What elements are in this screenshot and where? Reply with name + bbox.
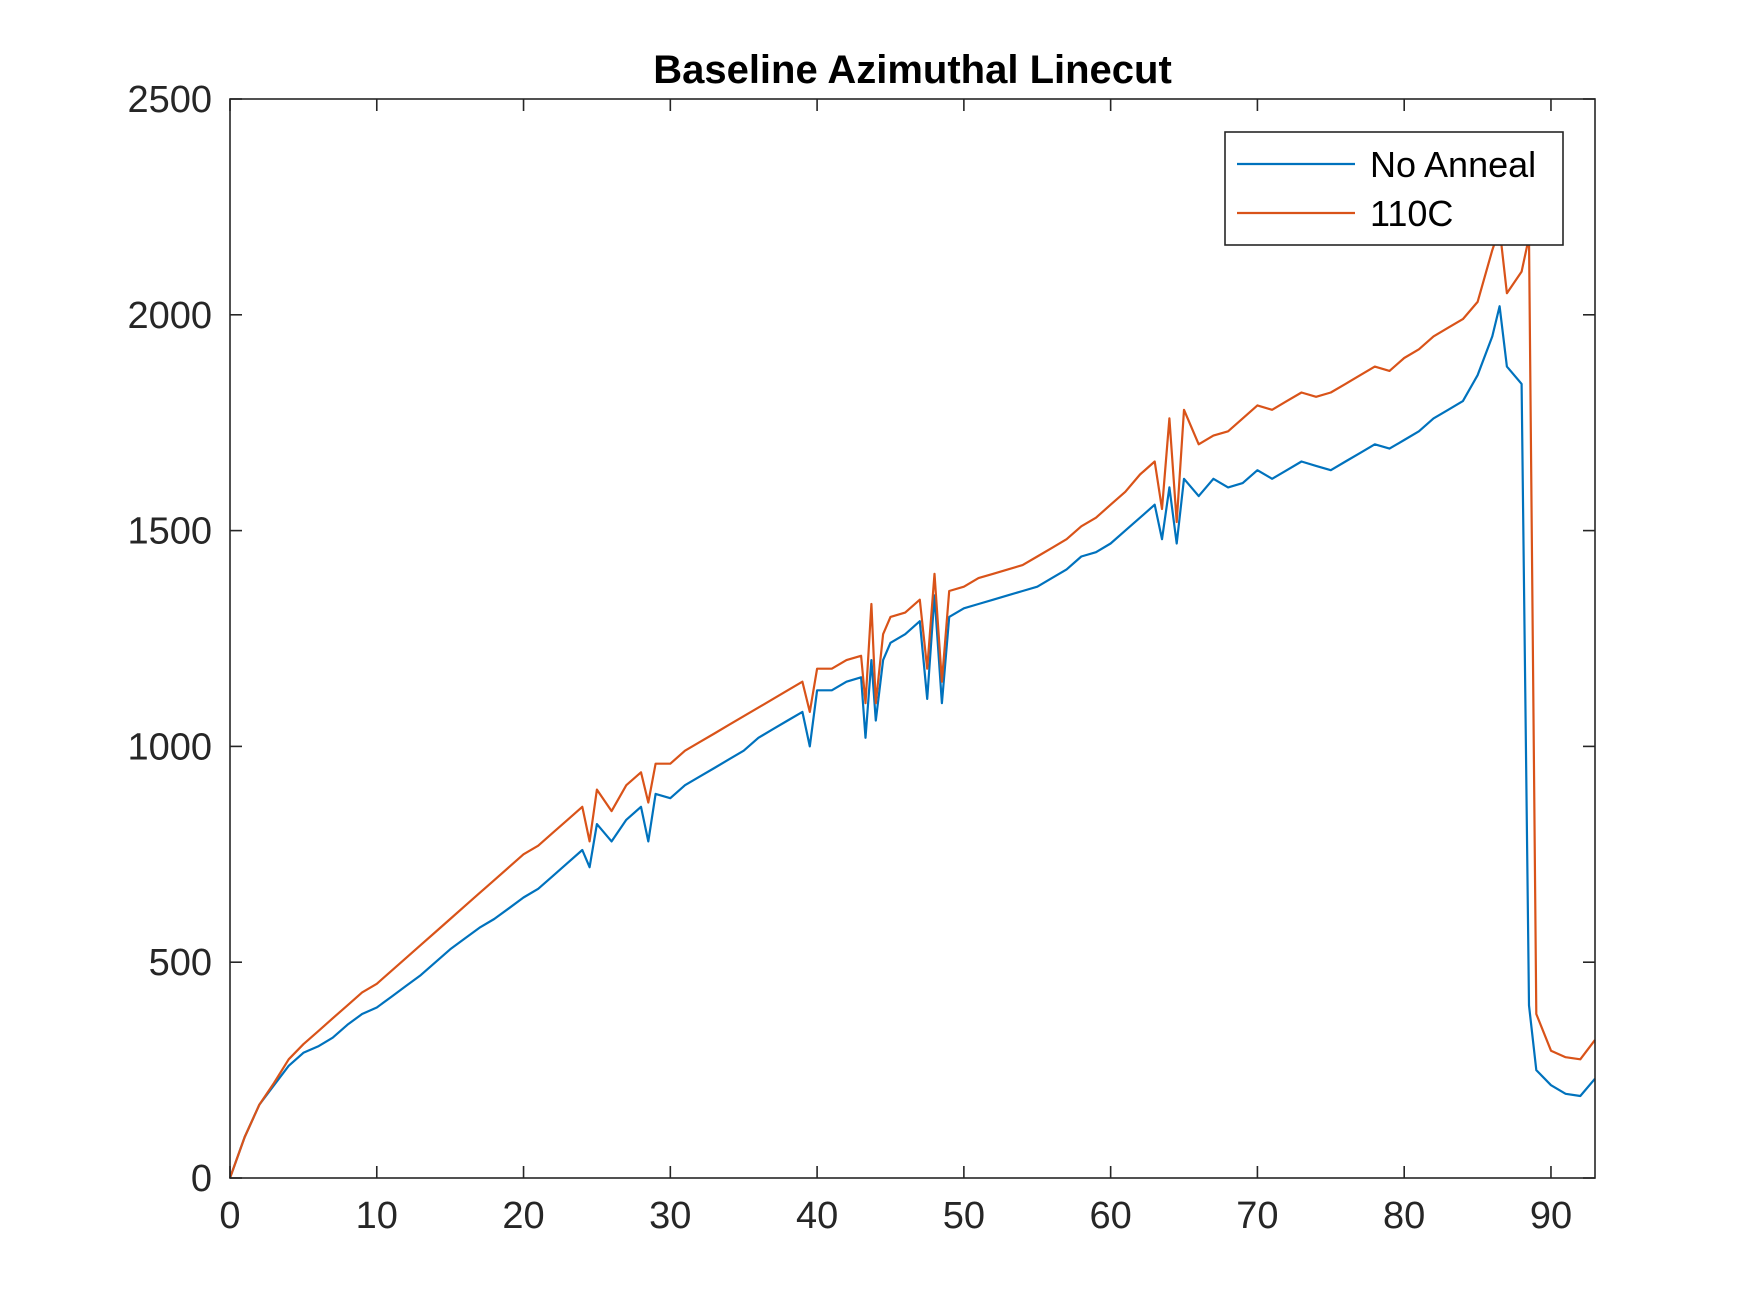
legend-label-1: No Anneal — [1370, 144, 1536, 185]
x-tick-label: 20 — [502, 1195, 544, 1237]
x-tick-label: 10 — [356, 1195, 398, 1237]
series-line-1 — [228, 305, 1596, 1179]
axes: 0 10 20 30 40 50 60 70 80 90 0 500 1000 1500 2000 2500 — [127, 79, 1596, 1237]
x-tick-label: 60 — [1090, 1195, 1132, 1237]
x-tick-label: 30 — [649, 1195, 691, 1237]
x-tick-label: 80 — [1383, 1195, 1425, 1237]
x-tick-label: 50 — [943, 1195, 985, 1237]
axes-box — [229, 98, 1596, 1179]
legend-label-2: 110C — [1370, 193, 1453, 234]
y-tick-label: 0 — [191, 1158, 212, 1200]
x-tick-label: 0 — [219, 1195, 240, 1237]
y-tick-label: 1500 — [127, 511, 212, 553]
y-tick-label: 1000 — [127, 726, 212, 768]
series-line-2 — [228, 227, 1596, 1179]
legend-box — [1224, 131, 1564, 246]
x-tick-label: 70 — [1236, 1195, 1278, 1237]
plot-area — [228, 227, 1596, 1179]
y-tick-label: 2500 — [127, 79, 212, 121]
y-tick-label: 500 — [149, 942, 212, 984]
chart-title: Baseline Azimuthal Linecut — [653, 48, 1172, 92]
y-tick-label: 2000 — [127, 295, 212, 337]
legend: No Anneal 110C — [1224, 131, 1564, 246]
x-tick-label: 40 — [796, 1195, 838, 1237]
x-tick-label: 90 — [1530, 1195, 1572, 1237]
